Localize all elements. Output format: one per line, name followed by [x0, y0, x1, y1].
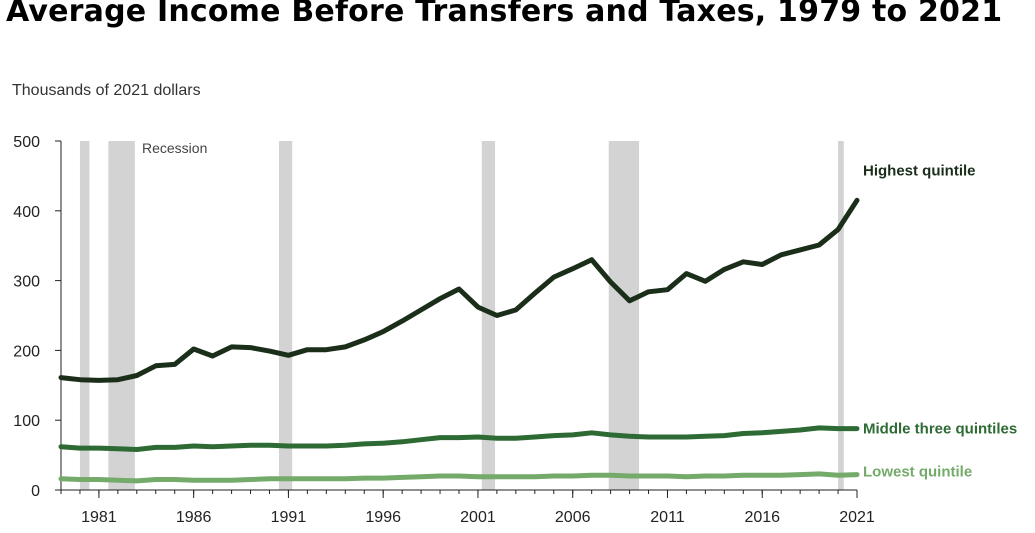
series-label: Lowest quintile — [863, 464, 972, 481]
x-tick-label: 1981 — [81, 509, 117, 526]
y-tick-label: 300 — [13, 274, 40, 291]
recession-bands — [79, 141, 844, 490]
x-tick-label: 2006 — [555, 509, 591, 526]
series-line-highest-quintile — [58, 197, 860, 383]
y-tick-label: 400 — [13, 204, 40, 221]
recession-band — [108, 141, 135, 490]
chart-title: Average Income Before Transfers and Taxe… — [6, 0, 1003, 29]
x-tick-label: 2011 — [650, 509, 685, 526]
axes: 0 100 200 300 400 500 1981 1986 1991 1996 2001 2006… — [13, 134, 875, 526]
recession-band — [608, 141, 640, 490]
y-tick-label: 200 — [13, 343, 40, 360]
series-label: Middle three quintiles — [863, 421, 1017, 438]
series-line-lowest-quintile — [58, 471, 860, 484]
y-tick-label: 500 — [13, 134, 40, 151]
y-axis-unit-label: Thousands of 2021 dollars — [12, 82, 201, 99]
series-line-middle-three-quintiles — [58, 425, 860, 452]
recession-label: Recession — [142, 140, 207, 156]
x-tick-label: 1996 — [365, 509, 401, 526]
series-labels: Highest quintile Middle three quintiles Lo… — [863, 162, 1017, 480]
x-tick-label: 1991 — [271, 509, 307, 526]
recession-band — [481, 141, 496, 490]
x-tick-label: 1986 — [176, 509, 212, 526]
series-lines — [58, 197, 860, 484]
y-tick-label: 0 — [31, 483, 40, 500]
recession-band — [79, 141, 90, 490]
x-tick-label: 2016 — [744, 509, 780, 526]
recession-band — [278, 141, 293, 490]
y-tick-label: 100 — [13, 413, 40, 430]
x-tick-label: 2021 — [839, 509, 875, 526]
x-tick-label: 2001 — [460, 509, 496, 526]
recession-band — [838, 141, 844, 490]
series-label: Highest quintile — [863, 162, 976, 179]
